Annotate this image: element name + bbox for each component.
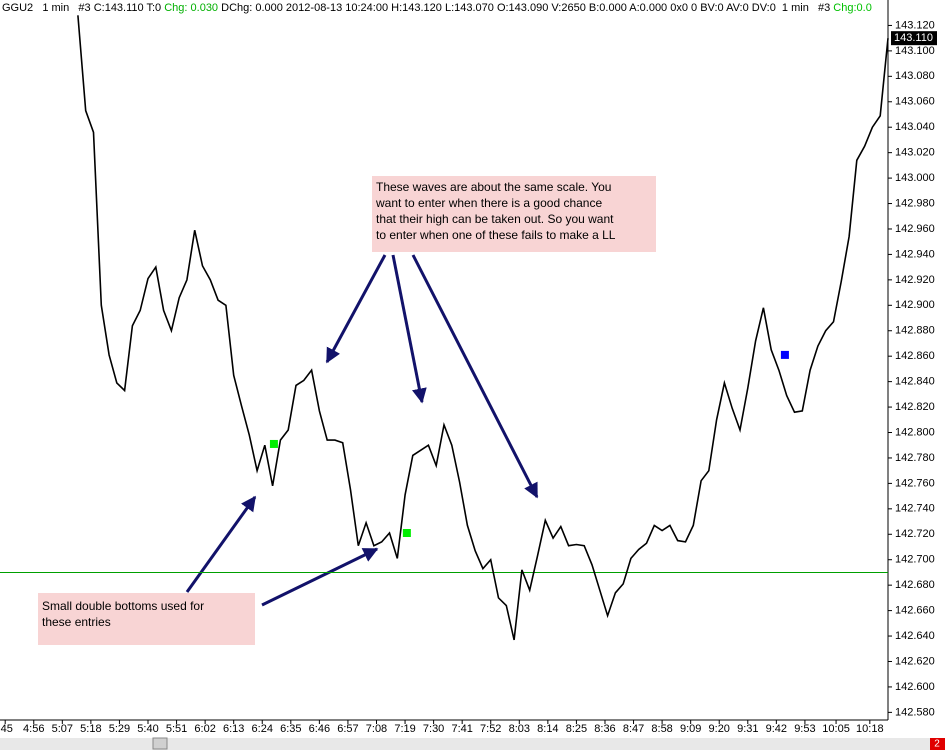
y-tick-label: 142.680: [895, 579, 935, 591]
y-tick-label: 142.740: [895, 503, 935, 515]
annotation-line: These waves are about the same scale. Yo…: [376, 180, 612, 194]
y-tick-label: 142.920: [895, 274, 935, 286]
annotation-line: these entries: [42, 615, 111, 629]
x-tick-label: 8:47: [623, 723, 644, 735]
x-tick-label: 7:52: [480, 723, 501, 735]
y-tick-label: 142.640: [895, 630, 935, 642]
y-tick-label: 142.600: [895, 681, 935, 693]
x-tick-label: 5:51: [166, 723, 187, 735]
y-tick-label: 142.940: [895, 248, 935, 260]
y-tick-label: 142.580: [895, 706, 935, 718]
y-tick-label: 142.860: [895, 350, 935, 362]
x-tick-label: 6:13: [223, 723, 244, 735]
y-tick-label: 142.900: [895, 299, 935, 311]
y-tick-label: 143.000: [895, 172, 935, 184]
annotation: Small double bottoms used for these entri…: [38, 593, 255, 645]
x-tick-label: 5:07: [52, 723, 73, 735]
annotation: These waves are about the same scale. Yo…: [372, 176, 656, 252]
x-tick-label: 7:30: [423, 723, 444, 735]
y-tick-label: 143.080: [895, 70, 935, 82]
x-tick-label: 8:36: [594, 723, 615, 735]
x-tick-label: 4:56: [23, 723, 44, 735]
x-tick-label: 6:02: [194, 723, 215, 735]
y-tick-label: 142.620: [895, 655, 935, 667]
x-tick-label: 8:03: [509, 723, 530, 735]
y-tick-label: 142.880: [895, 325, 935, 337]
x-tick-label: 6:57: [337, 723, 358, 735]
x-tick-label: 8:14: [537, 723, 558, 735]
x-tick-label: 10:05: [822, 723, 850, 735]
x-tick-label: 7:19: [394, 723, 415, 735]
scroll-badge: 2: [934, 739, 940, 750]
annotation-line: to enter when one of these fails to make…: [376, 228, 616, 242]
y-tick-label: 142.780: [895, 452, 935, 464]
annotation-line: want to enter when there is a good chanc…: [376, 196, 603, 210]
header-part: GGU2 1 min #3 C:143.110 T:0: [2, 2, 164, 14]
annotation-line: that their high can be taken out. So you…: [376, 212, 614, 226]
y-tick-label: 142.800: [895, 426, 935, 438]
y-tick-label: 143.100: [895, 45, 935, 57]
x-tick-label: 9:20: [709, 723, 730, 735]
scroll-badge-box: [930, 738, 945, 750]
y-tick-label: 142.700: [895, 554, 935, 566]
y-tick-label: 143.020: [895, 147, 935, 159]
x-tick-label: 8:58: [651, 723, 672, 735]
last-price-box: [891, 31, 937, 46]
x-tick-label: 9:53: [794, 723, 815, 735]
x-tick-label: 5:40: [137, 723, 158, 735]
x-tick-label: 9:09: [680, 723, 701, 735]
annotation-line: Small double bottoms used for: [42, 599, 205, 613]
x-tick-label: 6:35: [280, 723, 301, 735]
x-tick-label: 10:18: [856, 723, 884, 735]
y-tick-label: 143.040: [895, 121, 935, 133]
price-line: [77, 15, 889, 641]
arrows: [185, 254, 539, 607]
y-tick-label: 142.820: [895, 401, 935, 413]
x-tick-label: 9:31: [737, 723, 758, 735]
x-tick-label: :45: [0, 723, 13, 735]
y-tick-label: 143.060: [895, 96, 935, 108]
y-tick-label: 142.660: [895, 605, 935, 617]
x-tick-label: 8:25: [566, 723, 587, 735]
x-tick-label: 6:46: [309, 723, 330, 735]
y-tick-label: 142.720: [895, 528, 935, 540]
x-tick-label: 9:42: [766, 723, 787, 735]
header-part: Chg: 0.030: [164, 2, 218, 14]
scroll-thumb[interactable]: [152, 737, 168, 750]
y-tick-label: 142.960: [895, 223, 935, 235]
y-tick-label: 142.840: [895, 376, 935, 388]
entry-marker: [780, 350, 789, 359]
scrollbar[interactable]: [0, 738, 945, 750]
header-part: DChg: 0.000 2012-08-13 10:24:00 H:143.12…: [218, 2, 833, 14]
header-part: Chg:0.0: [833, 2, 872, 14]
x-tick-label: 5:18: [80, 723, 101, 735]
last-price-label: 143.110: [894, 32, 933, 44]
entry-marker: [402, 529, 411, 538]
y-tick-label: 142.760: [895, 477, 935, 489]
x-tick-label: 6:24: [252, 723, 273, 735]
y-tick-label: 142.980: [895, 197, 935, 209]
x-tick-label: 7:41: [451, 723, 472, 735]
entry-marker: [269, 439, 278, 448]
header: GGU2 1 min #3 C:143.110 T:0 Chg: 0.030 D…: [2, 2, 872, 14]
x-tick-label: 5:29: [109, 723, 130, 735]
y-tick-label: 143.120: [895, 19, 935, 31]
x-tick-label: 7:08: [366, 723, 387, 735]
